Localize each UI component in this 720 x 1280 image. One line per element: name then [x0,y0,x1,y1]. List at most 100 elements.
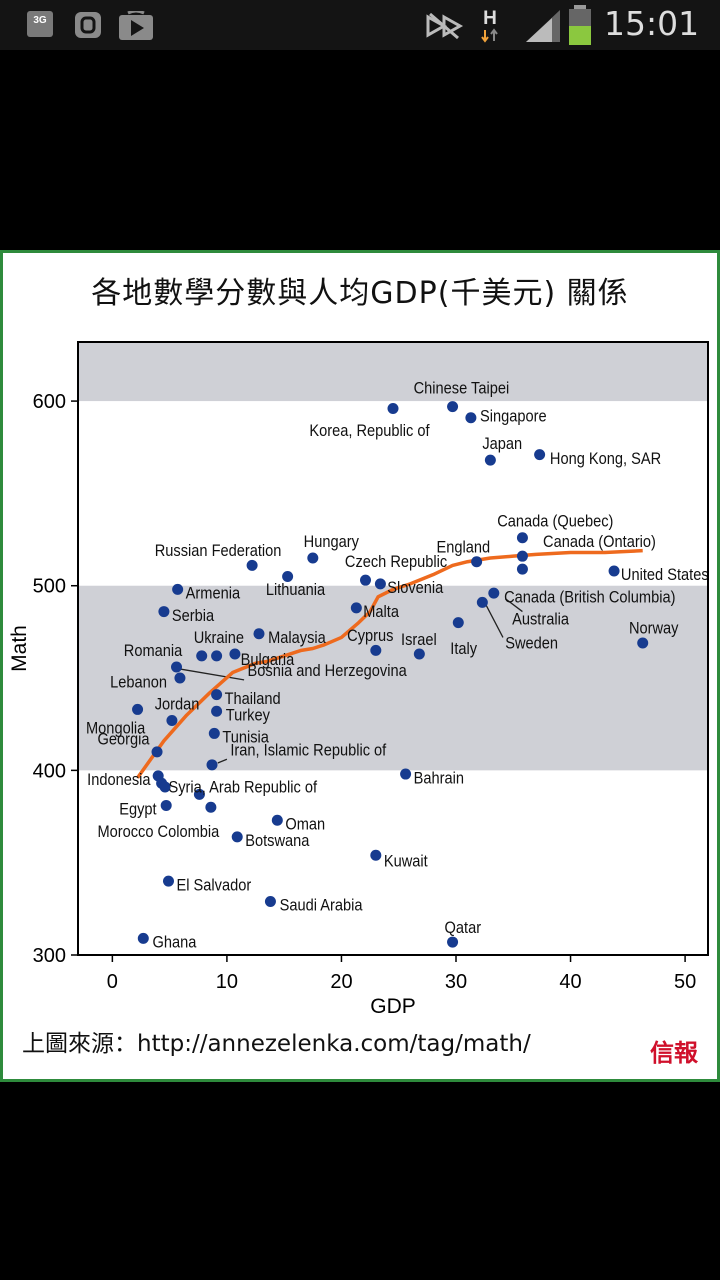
x-tick-label: 30 [445,971,467,993]
point-label: Kuwait [384,852,428,870]
y-tick-label: 500 [33,576,66,598]
data-point [171,661,183,673]
point-label: Qatar [445,919,482,937]
data-point [370,849,382,861]
point-label: Jordan [155,695,200,713]
data-point [137,932,149,944]
y-axis-label: Math [8,625,31,672]
point-label: Japan [482,435,522,453]
data-point [211,705,223,717]
y-tick-label: 300 [33,945,66,967]
data-point [387,402,399,414]
leader-line [484,602,504,638]
hkej-logo: 信報 [650,1038,698,1067]
data-point [162,875,174,887]
status-bar: 3G H 15:01 [0,0,720,50]
data-point [193,788,205,800]
point-label: Italy [450,640,477,658]
plot-frame [77,341,709,956]
x-tick-label: 40 [559,971,581,993]
point-labels: Chinese Taipei Singapore Korea, Republic o… [86,380,709,952]
point-label: Mongolia [86,719,145,737]
data-point [307,552,319,564]
data-point [465,412,477,424]
play-store-icon [119,11,153,40]
data-point [159,781,171,793]
point-label: Egypt [119,801,157,819]
point-label: Russian Federation [155,542,282,560]
data-point [205,801,217,813]
data-point [471,556,483,568]
data-point [484,454,496,466]
data-point [211,650,223,662]
point-label: Malaysia [268,629,326,647]
data-point [370,644,382,656]
leader-line [217,758,228,764]
point-label: Chinese Taipei [414,380,510,398]
point-label: Turkey [226,707,270,725]
point-label: Lebanon [110,673,167,691]
data-point [158,606,170,618]
point-label: Slovenia [387,579,443,597]
data-point [172,583,184,595]
leader-lines [178,598,523,764]
y-axis-ticks: 300 400 500 600 [33,391,78,967]
point-label: Oman [285,816,325,834]
data-point [516,532,528,544]
point-label: Canada (Ontario) [543,533,656,551]
point-label: Indonesia [87,771,151,789]
point-label: Georgia [97,731,149,749]
point-label: Canada (Quebec) [497,513,613,531]
x-tick-label: 50 [674,971,696,993]
point-label: Bosnia and Herzegovina [248,662,407,680]
status-time: 15:01 [604,4,700,43]
point-label: Iran, Islamic Republic of [230,742,386,760]
point-label: Syria, Arab Republic of [168,779,317,797]
signal-icon [526,10,560,42]
battery-icon [569,5,591,45]
data-point [350,602,362,614]
point-label: Saudi Arabia [280,897,363,915]
data-point [476,596,488,608]
point-label: Norway [629,620,679,638]
data-point [400,768,412,780]
point-label: United States [621,566,709,584]
point-label: Lithuania [266,581,325,599]
data-point [488,587,500,599]
band-0 [78,342,708,402]
data-point [196,650,208,662]
point-label: Canada (British Columbia) [504,588,675,606]
point-label: Singapore [480,407,547,425]
point-label: Australia [512,611,569,629]
point-label: Czech Republic [345,553,447,571]
shaded-bands [78,342,708,771]
point-label: Bahrain [414,769,464,787]
y-tick-label: 600 [33,391,66,413]
point-label: Tunisia [222,729,269,747]
scatter-chart: 300 400 500 600 0 10 20 30 40 50 Chinese Taipei S… [8,341,709,1018]
point-label: Morocco Colombia [97,823,219,841]
network-label: 3G [33,15,47,26]
point-label: Korea, Republic of [309,422,430,440]
data-points [132,401,649,948]
point-label: Thailand [225,690,281,708]
data-point [282,570,294,582]
point-label: Armenia [186,585,241,603]
data-point [516,550,528,562]
x-axis-label: GDP [370,995,416,1018]
point-label: Botswana [245,832,309,850]
point-label: El Salvador [177,876,252,894]
source-caption: 上圖來源：http://annezelenka.com/tag/math/ [22,1031,531,1057]
data-point [206,759,218,771]
3g-icon: 3G [27,11,53,37]
data-point [452,617,464,629]
data-point [637,637,649,649]
point-label: Hungary [304,533,359,551]
data-point [271,814,283,826]
data-point [174,672,186,684]
data-point [253,628,265,640]
y-tick-label: 400 [33,760,66,782]
point-label: Ukraine [194,629,245,647]
data-point [160,799,172,811]
data-activity-icon: H [481,8,498,43]
